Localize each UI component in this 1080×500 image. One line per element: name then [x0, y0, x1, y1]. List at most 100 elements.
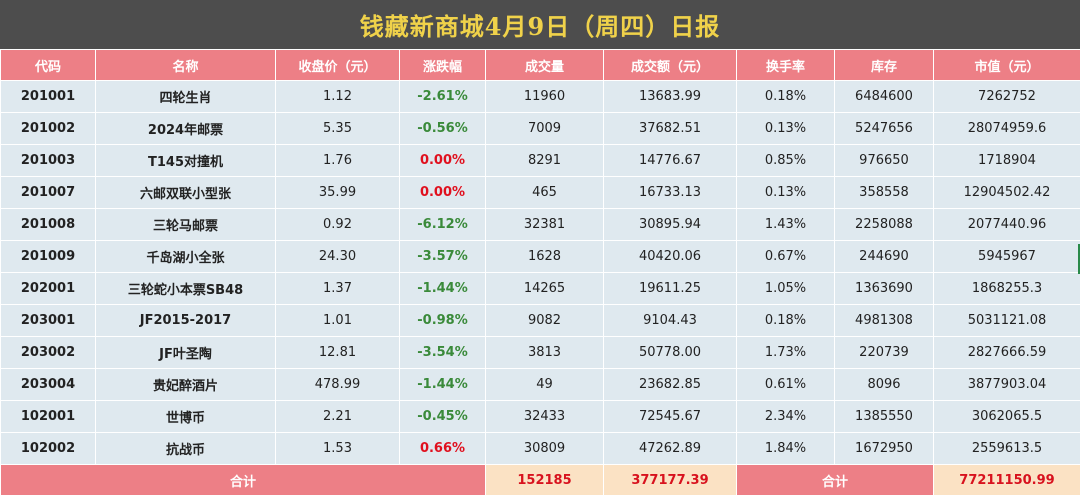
table-row[interactable]: 201007 六邮双联小型张 35.99 0.00% 465 16733.13 0.13% 3… — [0, 176, 1080, 209]
cell-inventory: 976650 — [834, 144, 934, 177]
cell-turnover: 2.34% — [736, 400, 835, 433]
table-row[interactable]: 102002 抗战币 1.53 0.66% 30809 47262.89 1.84% 1672… — [0, 432, 1080, 465]
cell-inventory: 5247656 — [834, 112, 934, 145]
table-row[interactable]: 201008 三轮马邮票 0.92 -6.12% 32381 30895.94 1.43% 2… — [0, 208, 1080, 241]
cell-change-pct: -6.12% — [399, 208, 486, 241]
cell-amount: 19611.25 — [603, 272, 737, 305]
cell-amount: 30895.94 — [603, 208, 737, 241]
cell-turnover: 0.18% — [736, 304, 835, 337]
table-row[interactable]: 203002 JF叶圣陶 12.81 -3.54% 3813 50778.00 1.73% 2… — [0, 336, 1080, 369]
cell-name: JF2015-2017 — [95, 304, 276, 337]
cell-market-value: 2827666.59 — [933, 336, 1080, 369]
table-row[interactable]: 201002 2024年邮票 5.35 -0.56% 7009 37682.51 0.13%… — [0, 112, 1080, 145]
cell-amount: 37682.51 — [603, 112, 737, 145]
cell-turnover: 1.05% — [736, 272, 835, 305]
col-header-market-value[interactable]: 市值（元） — [933, 49, 1080, 81]
cell-close-price: 2.21 — [275, 400, 400, 433]
table-row[interactable]: 201003 T145对撞机 1.76 0.00% 8291 14776.67 0.85% 9… — [0, 144, 1080, 177]
cell-inventory: 2258088 — [834, 208, 934, 241]
cell-change-pct: -1.44% — [399, 368, 486, 401]
cell-code: 201008 — [0, 208, 96, 241]
report-title: 钱藏新商城4月9日（周四）日报 — [359, 12, 721, 41]
cell-volume: 9082 — [485, 304, 604, 337]
table-body: 201001 四轮生肖 1.12 -2.61% 11960 13683.99 0.18% 64… — [0, 80, 1080, 465]
cell-code: 201007 — [0, 176, 96, 209]
table-row[interactable]: 201001 四轮生肖 1.12 -2.61% 11960 13683.99 0.18% 64… — [0, 80, 1080, 113]
cell-change-pct: -0.45% — [399, 400, 486, 433]
total-label: 合计 — [0, 464, 486, 496]
cell-name: T145对撞机 — [95, 144, 276, 177]
cell-amount: 16733.13 — [603, 176, 737, 209]
cell-turnover: 0.85% — [736, 144, 835, 177]
amount-total: 377177.39 — [603, 464, 737, 496]
volume-total: 152185 — [485, 464, 604, 496]
table-row[interactable]: 203001 JF2015-2017 1.01 -0.98% 9082 9104.43 0.… — [0, 304, 1080, 337]
cell-name: JF叶圣陶 — [95, 336, 276, 369]
cell-close-price: 478.99 — [275, 368, 400, 401]
cell-market-value: 1718904 — [933, 144, 1080, 177]
cell-amount: 23682.85 — [603, 368, 737, 401]
table-row[interactable]: 202001 三轮蛇小本票SB48 1.37 -1.44% 14265 19611.25 1… — [0, 272, 1080, 305]
cell-name: 千岛湖小全张 — [95, 240, 276, 273]
cell-inventory: 1385550 — [834, 400, 934, 433]
cell-volume: 465 — [485, 176, 604, 209]
cell-inventory: 358558 — [834, 176, 934, 209]
cell-turnover: 1.84% — [736, 432, 835, 465]
cell-amount: 40420.06 — [603, 240, 737, 273]
cell-close-price: 12.81 — [275, 336, 400, 369]
cell-name: 世博币 — [95, 400, 276, 433]
cell-inventory: 220739 — [834, 336, 934, 369]
cell-market-value: 7262752 — [933, 80, 1080, 113]
cell-inventory: 244690 — [834, 240, 934, 273]
cell-change-pct: -3.54% — [399, 336, 486, 369]
cell-inventory: 6484600 — [834, 80, 934, 113]
cell-market-value: 12904502.42 — [933, 176, 1080, 209]
col-header-inventory[interactable]: 库存 — [834, 49, 934, 81]
cell-volume: 3813 — [485, 336, 604, 369]
cell-market-value: 2559613.5 — [933, 432, 1080, 465]
cell-amount: 14776.67 — [603, 144, 737, 177]
col-header-volume[interactable]: 成交量 — [485, 49, 604, 81]
col-header-close-price[interactable]: 收盘价（元） — [275, 49, 400, 81]
cell-change-pct: -0.56% — [399, 112, 486, 145]
cell-code: 203001 — [0, 304, 96, 337]
title-bar: 钱藏新商城4月9日（周四）日报 — [0, 0, 1080, 49]
cell-close-price: 35.99 — [275, 176, 400, 209]
cell-turnover: 0.18% — [736, 80, 835, 113]
col-header-code[interactable]: 代码 — [0, 49, 96, 81]
cell-amount: 13683.99 — [603, 80, 737, 113]
cell-name: 四轮生肖 — [95, 80, 276, 113]
cell-turnover: 0.13% — [736, 176, 835, 209]
cell-inventory: 1672950 — [834, 432, 934, 465]
cell-inventory: 4981308 — [834, 304, 934, 337]
cell-amount: 72545.67 — [603, 400, 737, 433]
cell-name: 三轮马邮票 — [95, 208, 276, 241]
col-header-name[interactable]: 名称 — [95, 49, 276, 81]
cell-change-pct: 0.00% — [399, 176, 486, 209]
cell-turnover: 0.13% — [736, 112, 835, 145]
cell-volume: 7009 — [485, 112, 604, 145]
cell-inventory: 1363690 — [834, 272, 934, 305]
table-row[interactable]: 102001 世博币 2.21 -0.45% 32433 72545.67 2.34% 138… — [0, 400, 1080, 433]
cell-name: 三轮蛇小本票SB48 — [95, 272, 276, 305]
cell-market-value: 5031121.08 — [933, 304, 1080, 337]
cell-name: 2024年邮票 — [95, 112, 276, 145]
cell-market-value: 28074959.6 — [933, 112, 1080, 145]
col-header-change-pct[interactable]: 涨跌幅 — [399, 49, 486, 81]
cell-market-value: 3877903.04 — [933, 368, 1080, 401]
table-row[interactable]: 203004 贵妃醉酒片 478.99 -1.44% 49 23682.85 0.61% 80… — [0, 368, 1080, 401]
table-row[interactable]: 201009 千岛湖小全张 24.30 -3.57% 1628 40420.06 0.67%… — [0, 240, 1080, 273]
cell-code: 202001 — [0, 272, 96, 305]
header-row: 代码 名称 收盘价（元） 涨跌幅 成交量 成交额（元） 换手率 库存 市值（元） — [0, 49, 1080, 81]
cell-close-price: 24.30 — [275, 240, 400, 273]
cell-code: 201002 — [0, 112, 96, 145]
total-label-2: 合计 — [736, 464, 934, 496]
col-header-amount[interactable]: 成交额（元） — [603, 49, 737, 81]
cell-close-price: 5.35 — [275, 112, 400, 145]
cell-change-pct: -0.98% — [399, 304, 486, 337]
cell-close-price: 1.76 — [275, 144, 400, 177]
cell-volume: 32381 — [485, 208, 604, 241]
cell-volume: 8291 — [485, 144, 604, 177]
col-header-turnover[interactable]: 换手率 — [736, 49, 835, 81]
